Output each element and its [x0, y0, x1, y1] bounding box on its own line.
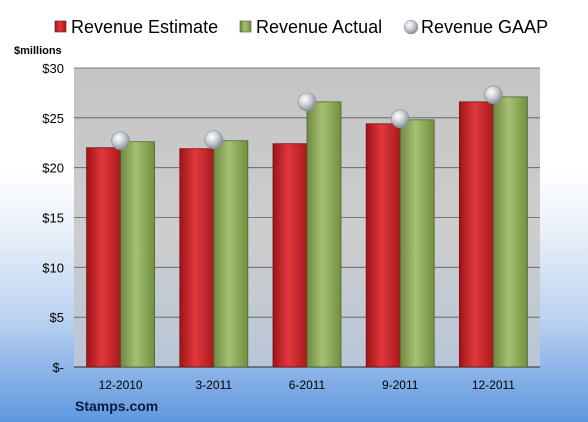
marker-revenue-gaap: [204, 130, 224, 150]
bar-revenue-estimate: [86, 147, 121, 368]
y-axis-ticks: $- $5 $10 $15 $20 $25 $30: [42, 61, 64, 375]
marker-revenue-gaap: [111, 131, 130, 151]
x-tick-label: 6-2011: [289, 378, 326, 392]
x-tick-label: 12-2010: [99, 378, 143, 392]
marker-revenue-gaap: [297, 92, 317, 112]
bar-revenue-actual: [120, 141, 155, 368]
legend-swatch: [403, 19, 419, 35]
bar-revenue-estimate: [458, 101, 494, 368]
y-tick-label: $30: [42, 61, 64, 76]
bars: [86, 96, 528, 368]
source-label: Stamps.com: [75, 398, 159, 414]
legend-label: Revenue Actual: [256, 17, 382, 37]
y-tick-label: $5: [50, 310, 64, 325]
legend: Revenue Estimate Revenue Actual Revenue GA…: [54, 17, 548, 37]
legend-label: Revenue GAAP: [421, 17, 548, 37]
bar-revenue-estimate: [179, 148, 215, 368]
legend-label: Revenue Estimate: [71, 17, 218, 37]
y-tick-label: $25: [42, 111, 64, 126]
bar-revenue-estimate: [365, 123, 401, 368]
y-tick-label: $15: [42, 211, 64, 226]
x-tick-label: 3-2011: [196, 378, 233, 392]
bar-revenue-actual: [306, 101, 342, 368]
y-tick-label: $10: [42, 260, 64, 275]
legend-swatch: [239, 20, 252, 33]
gaap-markers: [111, 85, 503, 151]
bar-revenue-estimate: [272, 143, 308, 368]
y-tick-label: $20: [42, 161, 64, 176]
y-axis-label: $millions: [14, 45, 62, 57]
y-tick-label: $-: [52, 360, 64, 375]
x-tick-label: 12-2011: [472, 378, 515, 392]
bar-revenue-actual: [399, 119, 435, 368]
marker-revenue-gaap: [484, 85, 503, 105]
x-tick-label: 9-2011: [382, 378, 419, 392]
legend-swatch: [54, 20, 67, 33]
x-axis-ticks: 12-2010 3-2011 6-2011 9-2011 12-2011: [99, 378, 516, 392]
marker-revenue-gaap: [390, 109, 410, 129]
bar-revenue-actual: [492, 96, 528, 368]
bar-revenue-actual: [213, 140, 249, 368]
